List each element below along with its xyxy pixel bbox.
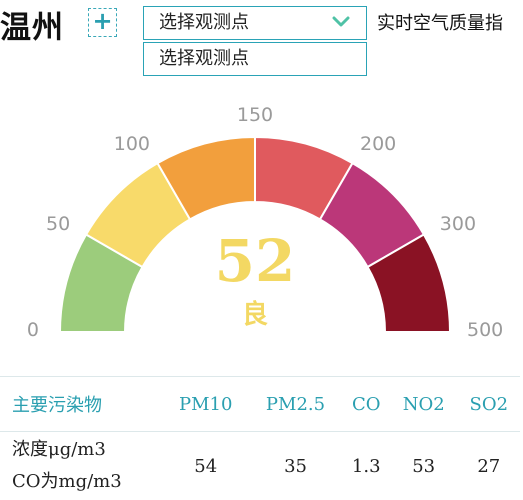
pollutant-table: 主要污染物 PM10 PM2.5 CO NO2 SO2 浓度μg/m3 CO为m…: [0, 376, 520, 500]
aqi-level: 良: [205, 294, 305, 331]
table-header-row: 主要污染物 PM10 PM2.5 CO NO2 SO2: [0, 377, 520, 432]
value-co: 1.3: [343, 432, 390, 500]
table-row: 浓度μg/m3 CO为mg/m3 54 35 1.3 53 27: [0, 432, 520, 500]
unit-label: 浓度μg/m3 CO为mg/m3: [0, 432, 163, 500]
value-no2: 53: [390, 432, 458, 500]
gauge-tick-label: 300: [440, 213, 476, 235]
gauge-tick-label: 100: [114, 133, 150, 155]
pollutant-header-pm25: PM2.5: [248, 377, 342, 432]
plus-icon: +: [92, 7, 112, 35]
pollutant-header-so2: SO2: [458, 377, 520, 432]
main-pollutant-header: 主要污染物: [0, 377, 163, 432]
unit-line-1: 浓度μg/m3: [12, 434, 162, 466]
value-so2: 27: [458, 432, 520, 500]
gauge-tick-label: 50: [46, 213, 70, 235]
station-option[interactable]: 选择观测点: [143, 42, 367, 76]
city-title: 温州: [0, 2, 64, 47]
unit-line-2: CO为mg/m3: [12, 466, 162, 498]
value-pm25: 35: [248, 432, 342, 500]
pollutant-header-co: CO: [343, 377, 390, 432]
gauge-tick-label: 150: [237, 104, 273, 126]
station-select-value: 选择观测点: [159, 12, 249, 33]
value-pm10: 54: [163, 432, 248, 500]
gauge-tick-label: 200: [360, 133, 396, 155]
station-select[interactable]: 选择观测点: [143, 6, 367, 40]
gauge-tick-label: 0: [27, 319, 39, 340]
aqi-value: 52: [180, 230, 330, 292]
gauge-tick-label: 500: [467, 319, 503, 340]
realtime-aqi-label: 实时空气质量指: [377, 9, 503, 35]
pollutant-header-no2: NO2: [390, 377, 458, 432]
chevron-down-icon: [332, 15, 350, 29]
add-city-button[interactable]: +: [88, 8, 117, 37]
pollutant-header-pm10: PM10: [163, 377, 248, 432]
